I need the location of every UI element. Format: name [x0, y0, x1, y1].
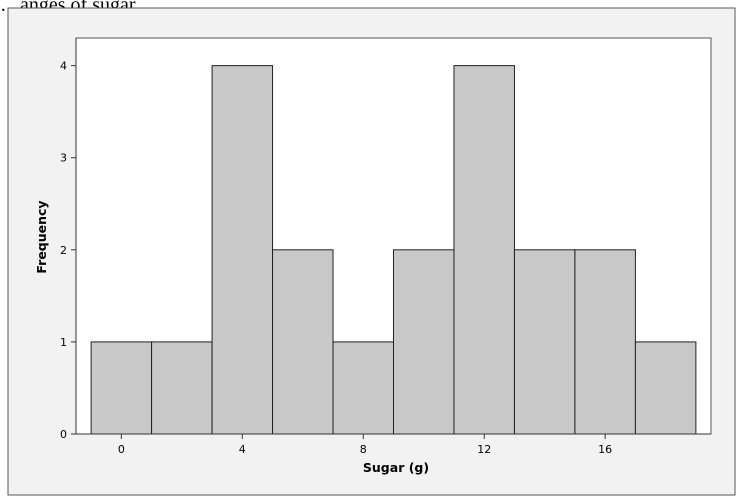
y-tick-label-0: 0	[60, 428, 67, 441]
histogram-bar-1	[151, 341, 213, 435]
x-tick-label-3: 12	[477, 443, 491, 456]
x-ticks-group: 0 4 8 12 16	[118, 434, 612, 456]
histogram-bar-6	[453, 65, 515, 435]
histogram-bar-9	[634, 341, 697, 435]
bars-group	[90, 65, 697, 435]
histogram-bar-4	[332, 341, 394, 435]
histogram-bar-3	[272, 249, 334, 435]
histogram-bar-2	[211, 65, 274, 435]
x-tick-label-0: 0	[118, 443, 125, 456]
y-axis-title: Frequency	[34, 200, 49, 273]
y-tick-label-4: 4	[60, 60, 67, 73]
x-axis-title: Sugar (g)	[363, 460, 429, 475]
x-tick-label-4: 16	[598, 443, 612, 456]
histogram-bar-7	[513, 249, 576, 435]
histogram-bar-8	[574, 249, 636, 435]
x-tick-label-1: 4	[239, 443, 246, 456]
histogram-bar-5	[393, 249, 455, 435]
y-tick-label-2: 2	[60, 244, 67, 257]
y-tick-label-1: 1	[60, 336, 67, 349]
y-ticks-group: 0 1 2 3 4	[60, 60, 76, 441]
x-tick-label-2: 8	[360, 443, 367, 456]
histogram-bar-0	[90, 341, 153, 435]
y-tick-label-3: 3	[60, 152, 67, 165]
